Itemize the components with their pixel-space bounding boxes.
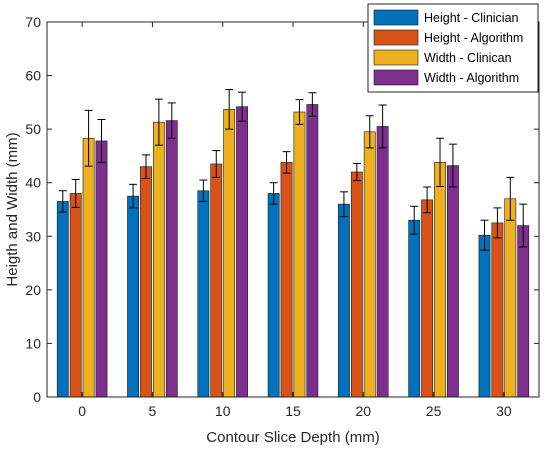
- x-tick-label: 0: [78, 403, 86, 419]
- x-axis-label: Contour Slice Depth (mm): [206, 429, 379, 446]
- error-bar: [199, 179, 208, 202]
- error-bars-layer: [58, 89, 528, 251]
- error-bar: [493, 207, 502, 239]
- bar: [140, 166, 152, 398]
- y-tick-label: 70: [25, 14, 41, 30]
- bar: [491, 222, 504, 398]
- bar: [434, 162, 446, 398]
- bar: [293, 111, 306, 398]
- error-bar: [365, 115, 374, 149]
- error-bar: [269, 182, 278, 205]
- y-tick-label: 20: [25, 282, 41, 298]
- error-bar: [212, 150, 221, 178]
- bar: [504, 198, 517, 398]
- error-bar: [84, 109, 93, 167]
- bar: [197, 190, 210, 398]
- legend-label: Height - Algorithm: [424, 31, 523, 45]
- error-bar: [448, 143, 457, 188]
- error-bar: [378, 104, 387, 149]
- legend-swatch: [373, 69, 419, 86]
- bar: [95, 140, 108, 398]
- bar: [69, 193, 82, 398]
- bar: [338, 203, 350, 398]
- bar: [210, 163, 223, 398]
- y-axis-label: Heigth and Width (mm): [4, 132, 21, 286]
- x-tick-label: 15: [285, 403, 301, 419]
- bar: [56, 201, 69, 398]
- error-bar: [167, 102, 176, 139]
- error-bar: [506, 176, 515, 221]
- bar: [517, 225, 530, 398]
- x-axis-ticks: 0 5 10 15 20 25 30: [78, 22, 512, 419]
- bar: [350, 171, 363, 398]
- bar: [421, 199, 434, 398]
- error-bar: [129, 183, 138, 209]
- error-bar: [97, 119, 106, 163]
- error-bar: [352, 162, 361, 182]
- error-bar: [141, 154, 150, 179]
- y-tick-label: 40: [25, 175, 41, 191]
- error-bar: [423, 186, 432, 214]
- bar: [236, 106, 248, 398]
- error-bar: [339, 191, 348, 217]
- error-bar: [519, 203, 528, 248]
- y-tick-label: 30: [25, 228, 41, 244]
- y-tick-label: 10: [25, 335, 41, 351]
- legend-swatch: [373, 49, 419, 66]
- y-tick-label: 0: [33, 389, 41, 405]
- legend: Height - Clinician Height - Algorithm Widt…: [367, 3, 539, 93]
- x-tick-label: 10: [215, 403, 231, 419]
- legend-swatch: [373, 9, 419, 26]
- legend-label: Width - Algorithm: [424, 71, 519, 85]
- bar: [447, 165, 459, 398]
- error-bar: [225, 89, 234, 130]
- x-tick-label: 30: [496, 403, 512, 419]
- error-bar: [282, 151, 291, 174]
- bar: [82, 137, 95, 398]
- error-bar: [295, 99, 304, 125]
- bar: [127, 195, 139, 398]
- bar: [376, 126, 389, 398]
- error-bar: [58, 190, 67, 213]
- bar: [165, 120, 178, 398]
- y-tick-label: 50: [25, 121, 41, 137]
- y-tick-label: 60: [25, 68, 41, 84]
- bar: [267, 193, 280, 398]
- bar: [280, 162, 293, 398]
- error-bar: [308, 92, 317, 117]
- bar: [478, 234, 491, 398]
- bar: [363, 131, 376, 398]
- x-tick-label: 5: [149, 403, 157, 419]
- bar: [152, 121, 165, 398]
- error-bar: [238, 91, 247, 122]
- x-tick-label: 20: [355, 403, 371, 419]
- error-bar: [410, 205, 419, 235]
- error-bar: [480, 219, 489, 251]
- legend-label: Height - Clinician: [424, 11, 519, 25]
- error-bar: [71, 179, 80, 208]
- bar: [306, 104, 319, 398]
- legend-label: Width - Clinican: [424, 51, 512, 65]
- error-bar: [154, 98, 163, 146]
- x-tick-label: 25: [426, 403, 442, 419]
- legend-swatch: [373, 29, 419, 46]
- y-axis-ticks: 0 10 20 30 40 50 60 70: [25, 14, 539, 405]
- bar: [223, 109, 236, 398]
- bar: [408, 219, 421, 398]
- error-bar: [436, 137, 445, 187]
